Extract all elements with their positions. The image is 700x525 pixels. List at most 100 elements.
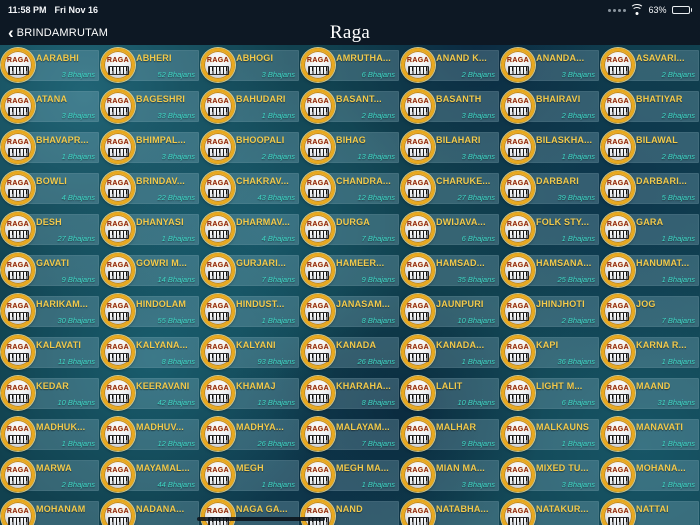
raga-cell[interactable]: RAGA JOG 7 Bhajans [600, 291, 700, 332]
raga-cell[interactable]: RAGA DARBARI 39 Bhajans [500, 168, 600, 209]
raga-cell[interactable]: RAGA AMRUTHA... 6 Bhajans [300, 45, 400, 86]
raga-cell[interactable]: RAGA HANUMAT... 1 Bhajans [600, 250, 700, 291]
raga-cell[interactable]: RAGA NATABHA... [400, 496, 500, 525]
raga-cell[interactable]: RAGA HAMEER... 9 Bhajans [300, 250, 400, 291]
raga-cell[interactable]: RAGA CHANDRA... 12 Bhajans [300, 168, 400, 209]
raga-grid: RAGA AARABHI 3 Bhajans RAGA ABHERI 52 Bh… [0, 45, 700, 525]
raga-cell[interactable]: RAGA HAMSANA... 25 Bhajans [500, 250, 600, 291]
raga-cell[interactable]: RAGA ANANDA... 3 Bhajans [500, 45, 600, 86]
raga-badge-label: RAGA [406, 97, 430, 105]
raga-cell[interactable]: RAGA NATAKUR... [500, 496, 600, 525]
raga-cell[interactable]: RAGA KEDAR 10 Bhajans [0, 373, 100, 414]
raga-cell[interactable]: RAGA BASANTH 3 Bhajans [400, 86, 500, 127]
piano-keys-icon [607, 352, 629, 362]
raga-cell[interactable]: RAGA MALHAR 9 Bhajans [400, 414, 500, 455]
raga-cell[interactable]: RAGA DESH 27 Bhajans [0, 209, 100, 250]
raga-cell[interactable]: RAGA MALAYAM... 7 Bhajans [300, 414, 400, 455]
raga-cell[interactable]: RAGA BILASKHA... 1 Bhajans [500, 127, 600, 168]
raga-cell[interactable]: RAGA MADHUK... 1 Bhajans [0, 414, 100, 455]
raga-cell[interactable]: RAGA HINDOLAM 55 Bhajans [100, 291, 200, 332]
raga-cell[interactable]: RAGA MALKAUNS 1 Bhajans [500, 414, 600, 455]
raga-cell[interactable]: RAGA ASAVARI... 2 Bhajans [600, 45, 700, 86]
raga-cell[interactable]: RAGA DURGA 7 Bhajans [300, 209, 400, 250]
raga-cell[interactable]: RAGA ANAND K... 2 Bhajans [400, 45, 500, 86]
raga-cell[interactable]: RAGA LIGHT M... 6 Bhajans [500, 373, 600, 414]
raga-cell[interactable]: RAGA KALYANA... 8 Bhajans [100, 332, 200, 373]
raga-cell[interactable]: RAGA GAVATI 9 Bhajans [0, 250, 100, 291]
raga-cell[interactable]: RAGA BILAWAL 2 Bhajans [600, 127, 700, 168]
raga-name: HAMSAD... [436, 258, 485, 268]
raga-cell[interactable]: RAGA BAGESHRI 33 Bhajans [100, 86, 200, 127]
raga-cell[interactable]: RAGA HARIKAM... 30 Bhajans [0, 291, 100, 332]
raga-cell[interactable]: RAGA KARNA R... 1 Bhajans [600, 332, 700, 373]
raga-badge-label: RAGA [6, 138, 30, 146]
raga-cell[interactable]: RAGA KANADA... 1 Bhajans [400, 332, 500, 373]
raga-cell[interactable]: RAGA GOWRI M... 14 Bhajans [100, 250, 200, 291]
raga-cell[interactable]: RAGA MOHANA... 1 Bhajans [600, 455, 700, 496]
raga-cell[interactable]: RAGA JHINJHOTI 2 Bhajans [500, 291, 600, 332]
raga-cell[interactable]: RAGA CHAKRAV... 43 Bhajans [200, 168, 300, 209]
raga-cell[interactable]: RAGA BILAHARI 3 Bhajans [400, 127, 500, 168]
raga-cell[interactable]: RAGA KEERAVANI 42 Bhajans [100, 373, 200, 414]
raga-cell[interactable]: RAGA MEGH MA... 1 Bhajans [300, 455, 400, 496]
raga-cell[interactable]: RAGA KAPI 36 Bhajans [500, 332, 600, 373]
raga-cell[interactable]: RAGA KHARAHA... 8 Bhajans [300, 373, 400, 414]
raga-cell[interactable]: RAGA JANASAM... 8 Bhajans [300, 291, 400, 332]
raga-cell[interactable]: RAGA KALYANI 93 Bhajans [200, 332, 300, 373]
raga-badge-icon: RAGA [101, 130, 135, 164]
raga-cell[interactable]: RAGA MOHANAM [0, 496, 100, 525]
raga-badge-icon: RAGA [601, 253, 635, 287]
raga-name: GURJARI... [236, 258, 287, 268]
raga-cell[interactable]: RAGA HAMSAD... 35 Bhajans [400, 250, 500, 291]
raga-cell[interactable]: RAGA JAUNPURI 10 Bhajans [400, 291, 500, 332]
raga-cell[interactable]: RAGA HINDUST... 1 Bhajans [200, 291, 300, 332]
raga-cell[interactable]: RAGA MAAND 31 Bhajans [600, 373, 700, 414]
raga-cell[interactable]: RAGA DHARMAV... 4 Bhajans [200, 209, 300, 250]
raga-cell[interactable]: RAGA MADHUV... 12 Bhajans [100, 414, 200, 455]
raga-cell[interactable]: RAGA MARWA 2 Bhajans [0, 455, 100, 496]
raga-cell[interactable]: RAGA BHIMPAL... 3 Bhajans [100, 127, 200, 168]
raga-cell[interactable]: RAGA MANAVATI 1 Bhajans [600, 414, 700, 455]
raga-cell[interactable]: RAGA MIAN MA... 3 Bhajans [400, 455, 500, 496]
raga-badge-icon: RAGA [501, 130, 535, 164]
raga-cell[interactable]: RAGA ABHOGI 3 Bhajans [200, 45, 300, 86]
raga-cell[interactable]: RAGA DHANYASI 1 Bhajans [100, 209, 200, 250]
raga-cell[interactable]: RAGA ATANA 3 Bhajans [0, 86, 100, 127]
raga-cell[interactable]: RAGA BAHUDARI 1 Bhajans [200, 86, 300, 127]
raga-bhajan-count: 1 Bhajans [661, 357, 695, 366]
raga-cell[interactable]: RAGA BOWLI 4 Bhajans [0, 168, 100, 209]
raga-cell[interactable]: RAGA MEGH 1 Bhajans [200, 455, 300, 496]
raga-cell[interactable]: RAGA KALAVATI 11 Bhajans [0, 332, 100, 373]
raga-badge-label: RAGA [306, 343, 330, 351]
raga-cell[interactable]: RAGA BRINDAV... 22 Bhajans [100, 168, 200, 209]
raga-cell[interactable]: RAGA KANADA 26 Bhajans [300, 332, 400, 373]
raga-cell[interactable]: RAGA BHATIYAR 2 Bhajans [600, 86, 700, 127]
raga-cell[interactable]: RAGA DWIJAVA... 6 Bhajans [400, 209, 500, 250]
raga-badge-label: RAGA [406, 507, 430, 515]
raga-cell[interactable]: RAGA DARBARI... 5 Bhajans [600, 168, 700, 209]
home-indicator[interactable] [197, 517, 325, 521]
raga-cell[interactable]: RAGA BIHAG 13 Bhajans [300, 127, 400, 168]
raga-cell[interactable]: RAGA BHAVAPR... 1 Bhajans [0, 127, 100, 168]
raga-cell[interactable]: RAGA KHAMAJ 13 Bhajans [200, 373, 300, 414]
raga-cell[interactable]: RAGA BASANT... 2 Bhajans [300, 86, 400, 127]
raga-cell[interactable]: RAGA MADHYA... 26 Bhajans [200, 414, 300, 455]
back-button[interactable]: ‹ BRINDAMRUTAM [8, 20, 108, 45]
raga-cell[interactable]: RAGA GURJARI... 7 Bhajans [200, 250, 300, 291]
raga-cell[interactable]: RAGA BHAIRAVI 2 Bhajans [500, 86, 600, 127]
raga-cell[interactable]: RAGA NADANA... [100, 496, 200, 525]
raga-cell[interactable]: RAGA MIXED TU... 3 Bhajans [500, 455, 600, 496]
piano-keys-icon [107, 65, 129, 75]
raga-cell[interactable]: RAGA GARA 1 Bhajans [600, 209, 700, 250]
piano-keys-icon [507, 270, 529, 280]
raga-cell[interactable]: RAGA AARABHI 3 Bhajans [0, 45, 100, 86]
raga-cell[interactable]: RAGA ABHERI 52 Bhajans [100, 45, 200, 86]
raga-cell[interactable]: RAGA BHOOPALI 2 Bhajans [200, 127, 300, 168]
raga-badge-icon: RAGA [501, 89, 535, 123]
raga-cell[interactable]: RAGA NATTAI [600, 496, 700, 525]
raga-cell[interactable]: RAGA CHARUKE... 27 Bhajans [400, 168, 500, 209]
raga-cell[interactable]: RAGA MAYAMAL... 44 Bhajans [100, 455, 200, 496]
raga-cell[interactable]: RAGA LALIT 10 Bhajans [400, 373, 500, 414]
raga-cell[interactable]: RAGA FOLK STY... 1 Bhajans [500, 209, 600, 250]
raga-badge-label: RAGA [606, 425, 630, 433]
